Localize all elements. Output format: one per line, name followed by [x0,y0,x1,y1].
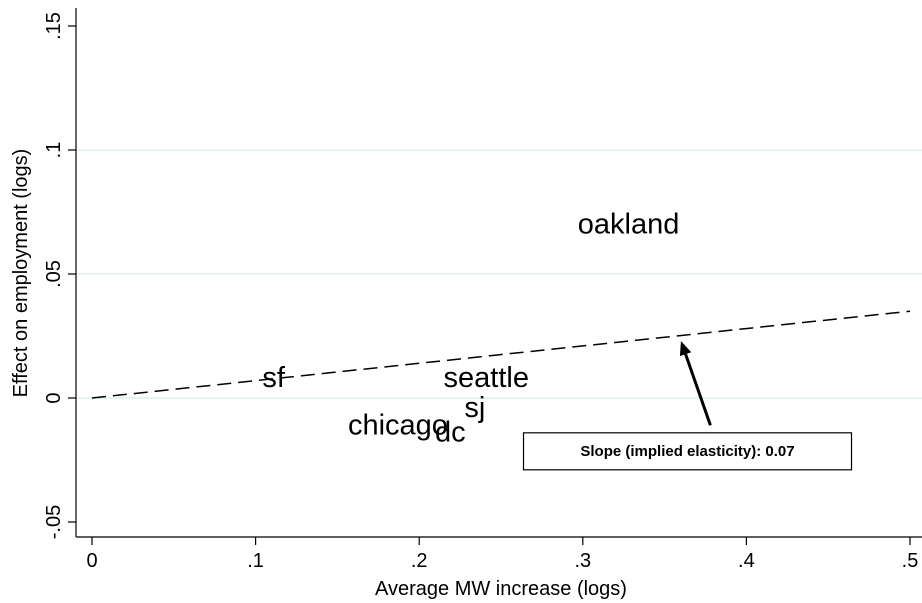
x-tick-label: .4 [738,550,755,572]
annotation-text: Slope (implied elasticity): 0.07 [580,443,794,460]
y-tick-label: .1 [43,142,65,159]
annotation-arrow-head [679,340,692,357]
city-label-oakland: oakland [578,208,680,240]
city-label-sj: sj [464,392,485,424]
x-tick-label: .2 [411,550,428,572]
city-label-sf: sf [262,362,286,394]
annotation-box [522,432,853,471]
y-tick-label: .15 [43,12,65,40]
city-label-dc: dc [435,417,466,449]
axes: 0 .1 .2 .3 .4 .5 -.05 0 .05 .1 .15 [43,8,922,572]
x-tick-label: 0 [86,550,97,572]
x-tick-label: .5 [902,550,919,572]
y-axis-title: Effect on employment (logs) [10,149,32,398]
x-tick-label: .1 [247,550,264,572]
city-label-chicago: chicago [348,409,448,441]
x-axis-title: Average MW increase (logs) [375,578,627,600]
y-tick-label: -.05 [43,505,65,539]
gridlines [76,149,922,399]
fit-line-group [91,310,911,399]
fitted-line [91,310,911,399]
y-tick-label: 0 [43,392,65,403]
x-tick-label: .3 [574,550,591,572]
city-label-seattle: seattle [444,362,529,394]
slope-annotation: Slope (implied elasticity): 0.07 [522,340,853,471]
annotation-arrow-shaft [684,353,712,426]
y-tick-label: .05 [43,260,65,288]
